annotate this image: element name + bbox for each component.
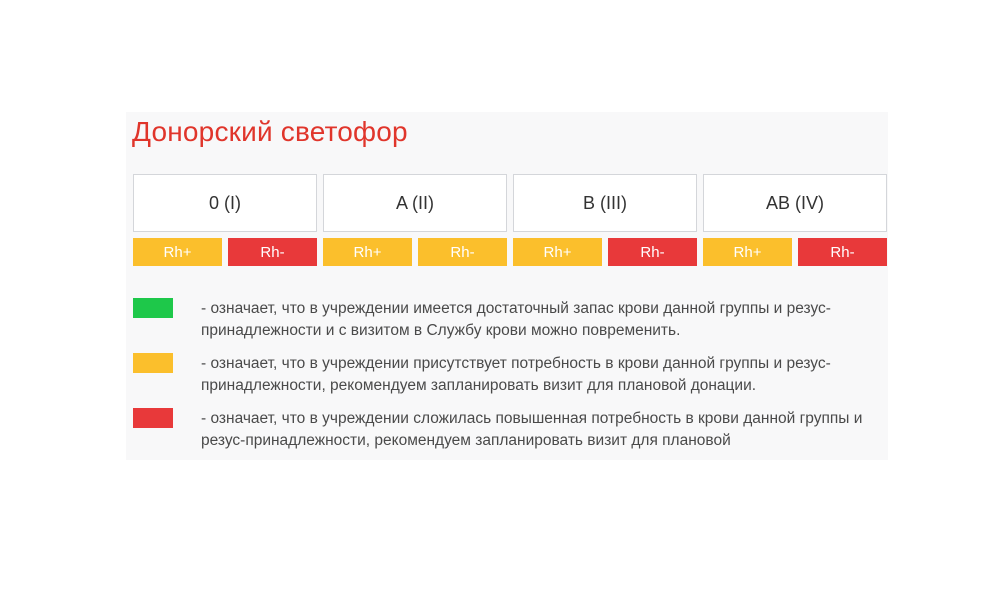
blood-groups: 0 (I) Rh+ Rh- A (II) Rh+ Rh- B (III) Rh+… bbox=[133, 174, 888, 266]
blood-group-b: B (III) Rh+ Rh- bbox=[513, 174, 697, 266]
rh-positive-indicator: Rh+ bbox=[703, 238, 792, 266]
blood-group-name: B (III) bbox=[513, 174, 697, 232]
legend-text: - означает, что в учреждении присутствуе… bbox=[201, 355, 831, 394]
rh-positive-indicator: Rh+ bbox=[133, 238, 222, 266]
rh-positive-indicator: Rh+ bbox=[513, 238, 602, 266]
blood-group-name: AB (IV) bbox=[703, 174, 887, 232]
green-swatch bbox=[133, 298, 173, 318]
donor-traffic-light-panel: Донорский светофор 0 (I) Rh+ Rh- A (II) … bbox=[126, 112, 888, 460]
blood-group-0: 0 (I) Rh+ Rh- bbox=[133, 174, 317, 266]
rh-negative-indicator: Rh- bbox=[608, 238, 697, 266]
page-title: Донорский светофор bbox=[132, 116, 408, 147]
red-swatch bbox=[133, 408, 173, 428]
yellow-swatch bbox=[133, 353, 173, 373]
rh-positive-indicator: Rh+ bbox=[323, 238, 412, 266]
blood-group-a: A (II) Rh+ Rh- bbox=[323, 174, 507, 266]
blood-group-name: A (II) bbox=[323, 174, 507, 232]
legend-text: - означает, что в учреждении сложилась п… bbox=[201, 410, 863, 449]
legend-text: - означает, что в учреждении имеется дос… bbox=[201, 300, 831, 339]
blood-group-ab: AB (IV) Rh+ Rh- bbox=[703, 174, 887, 266]
rh-negative-indicator: Rh- bbox=[798, 238, 887, 266]
rh-negative-indicator: Rh- bbox=[418, 238, 507, 266]
rh-negative-indicator: Rh- bbox=[228, 238, 317, 266]
blood-group-name: 0 (I) bbox=[133, 174, 317, 232]
